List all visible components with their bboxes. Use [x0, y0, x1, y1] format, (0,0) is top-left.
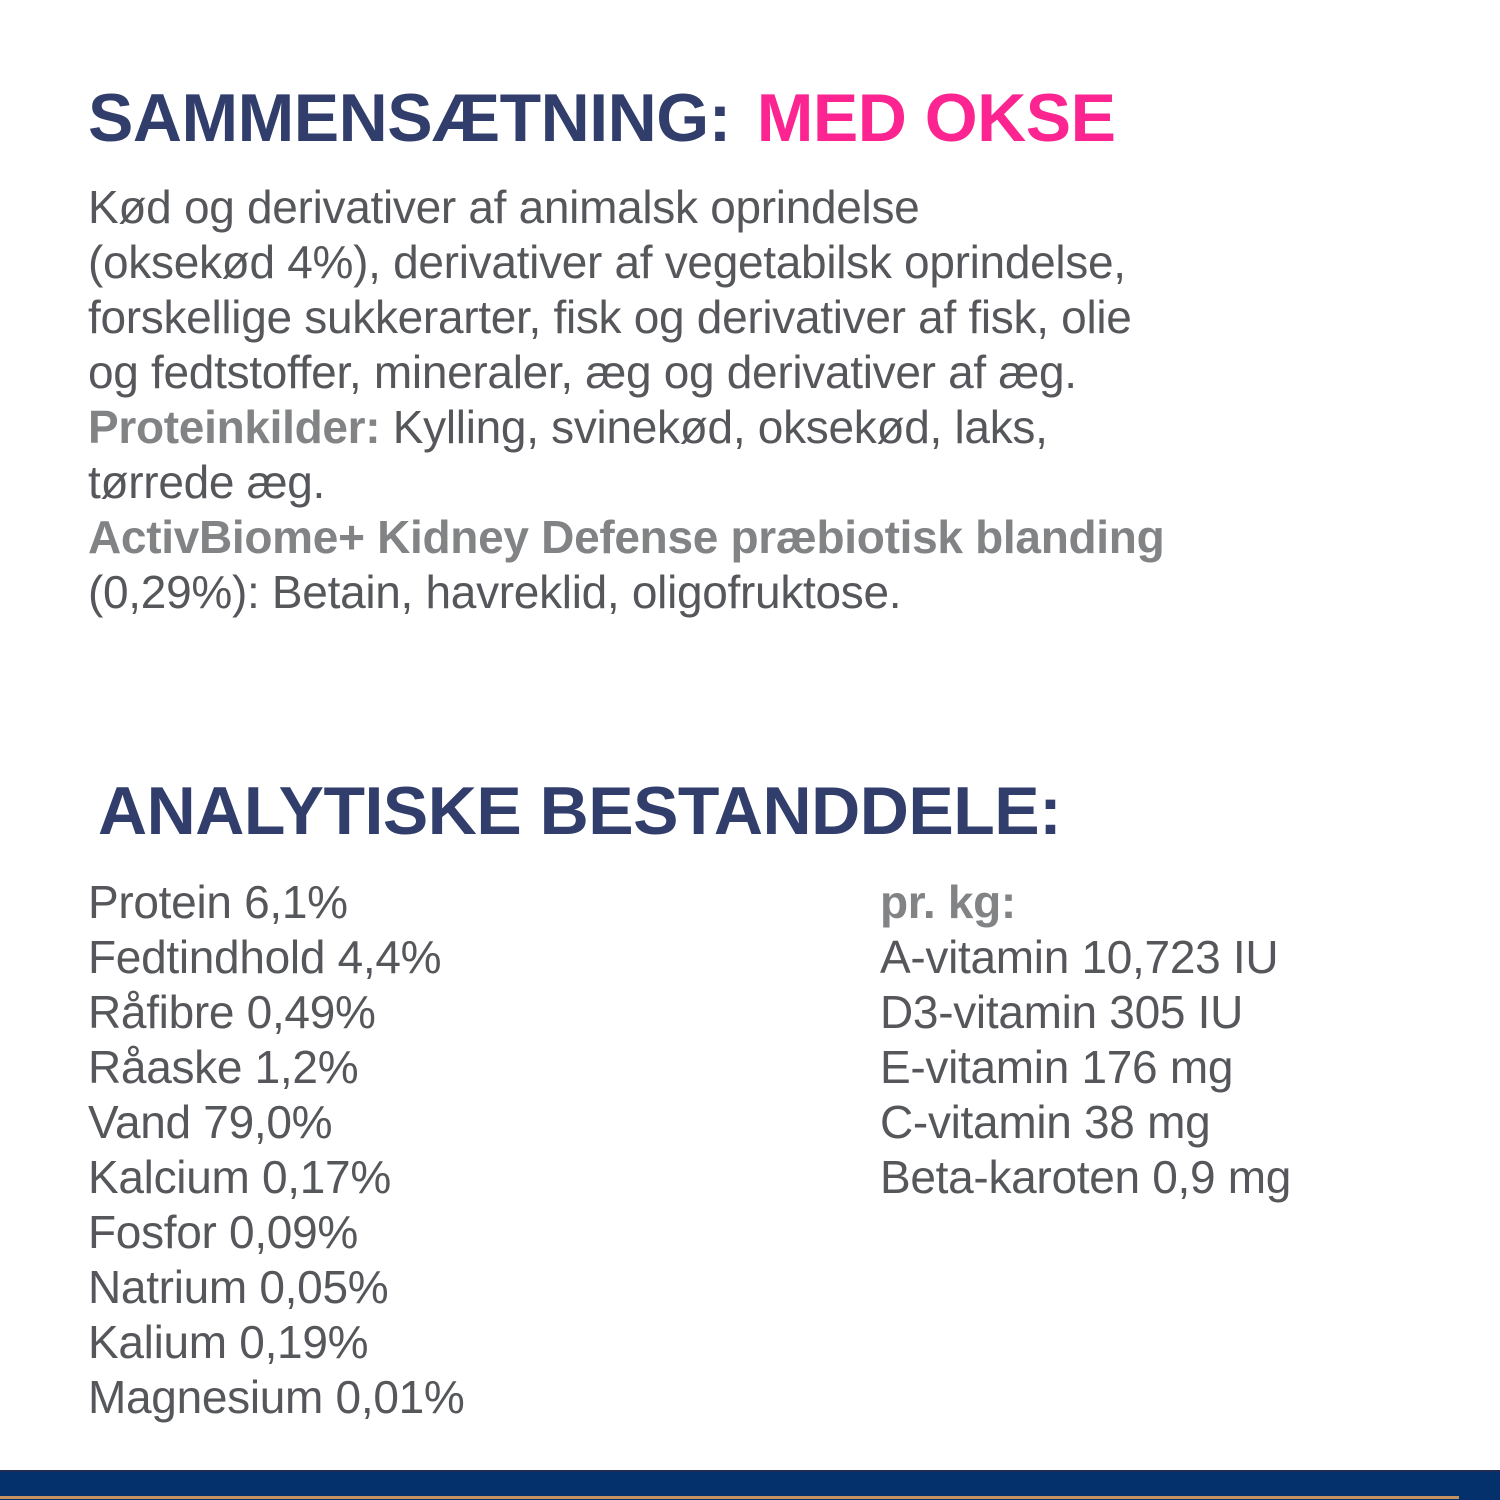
- vitamin-row: Beta-karoten 0,9 mg: [880, 1151, 1292, 1203]
- analysis-row: Råfibre 0,49%: [88, 986, 376, 1038]
- composition-section: SAMMENSÆTNING: MED OKSE Kød og derivative…: [88, 84, 1440, 620]
- analysis-right-column: pr. kg: A-vitamin 10,723 IU D3-vitamin 30…: [880, 875, 1291, 1425]
- text-run: og fedtstoffer, mineraler, æg og derivat…: [88, 346, 1077, 398]
- composition-title-highlight: MED OKSE: [756, 80, 1116, 156]
- vitamin-row: D3-vitamin 305 IU: [880, 986, 1244, 1038]
- paragraph-line: Kød og derivativer af animalsk oprindels…: [88, 180, 1440, 235]
- analysis-section: ANALYTISKE BESTANDDELE: Protein 6,1% Fedt…: [88, 777, 1440, 1425]
- text-run: Kød og derivativer af animalsk oprindels…: [88, 181, 920, 233]
- analysis-columns: Protein 6,1% Fedtindhold 4,4% Råfibre 0,49…: [88, 875, 1440, 1425]
- analysis-row: Kalcium 0,17%: [88, 1151, 391, 1203]
- bold-text-run: ActivBiome+ Kidney Defense præbiotisk bl…: [88, 511, 1165, 563]
- vitamin-row: E-vitamin 176 mg: [880, 1041, 1234, 1093]
- text-run: (0,29%): Betain, havreklid, oligofruktos…: [88, 566, 902, 618]
- vitamin-row: C-vitamin 38 mg: [880, 1096, 1211, 1148]
- analysis-row: Råaske 1,2%: [88, 1041, 359, 1093]
- analysis-left-list: Protein 6,1% Fedtindhold 4,4% Råfibre 0,49…: [88, 875, 880, 1425]
- per-kg-header: pr. kg:: [880, 876, 1016, 928]
- analysis-right-list: A-vitamin 10,723 IU D3-vitamin 305 IU E-vi…: [880, 930, 1291, 1205]
- text-run: forskellige sukkerarter, fisk og derivat…: [88, 291, 1132, 343]
- paragraph-line: Proteinkilder: Kylling, svinekød, oksekø…: [88, 400, 1440, 455]
- analysis-row: Vand 79,0%: [88, 1096, 333, 1148]
- bottom-bar-accent-line: [0, 1496, 1459, 1499]
- paragraph-line: (0,29%): Betain, havreklid, oligofruktos…: [88, 565, 1440, 620]
- vitamin-row: A-vitamin 10,723 IU: [880, 931, 1279, 983]
- text-run: (oksekød 4%), derivativer af vegetabilsk…: [88, 236, 1126, 288]
- composition-title-text: SAMMENSÆTNING:: [88, 80, 731, 156]
- paragraph-line: og fedtstoffer, mineraler, æg og derivat…: [88, 345, 1440, 400]
- composition-title: SAMMENSÆTNING: MED OKSE: [88, 84, 1440, 152]
- label-content: SAMMENSÆTNING: MED OKSE Kød og derivative…: [88, 84, 1440, 1425]
- analysis-row: Fedtindhold 4,4%: [88, 931, 442, 983]
- paragraph-line: (oksekød 4%), derivativer af vegetabilsk…: [88, 235, 1440, 290]
- text-run: Kylling, svinekød, oksekød, laks,: [380, 401, 1048, 453]
- analysis-title: ANALYTISKE BESTANDDELE:: [98, 773, 1062, 849]
- paragraph-line: ActivBiome+ Kidney Defense præbiotisk bl…: [88, 510, 1440, 565]
- paragraph-line: tørrede æg.: [88, 455, 1440, 510]
- analysis-row: Fosfor 0,09%: [88, 1206, 358, 1258]
- bold-text-run: Proteinkilder:: [88, 401, 381, 453]
- composition-paragraph: Kød og derivativer af animalsk oprindels…: [88, 180, 1440, 620]
- bottom-bar: [0, 1470, 1500, 1500]
- text-run: tørrede æg.: [88, 456, 326, 508]
- analysis-left-column: Protein 6,1% Fedtindhold 4,4% Råfibre 0,49…: [88, 875, 880, 1425]
- analysis-row: Magnesium 0,01%: [88, 1371, 465, 1423]
- analysis-row: Kalium 0,19%: [88, 1316, 369, 1368]
- analysis-row: Protein 6,1%: [88, 876, 348, 928]
- analysis-row: Natrium 0,05%: [88, 1261, 389, 1313]
- paragraph-line: forskellige sukkerarter, fisk og derivat…: [88, 290, 1440, 345]
